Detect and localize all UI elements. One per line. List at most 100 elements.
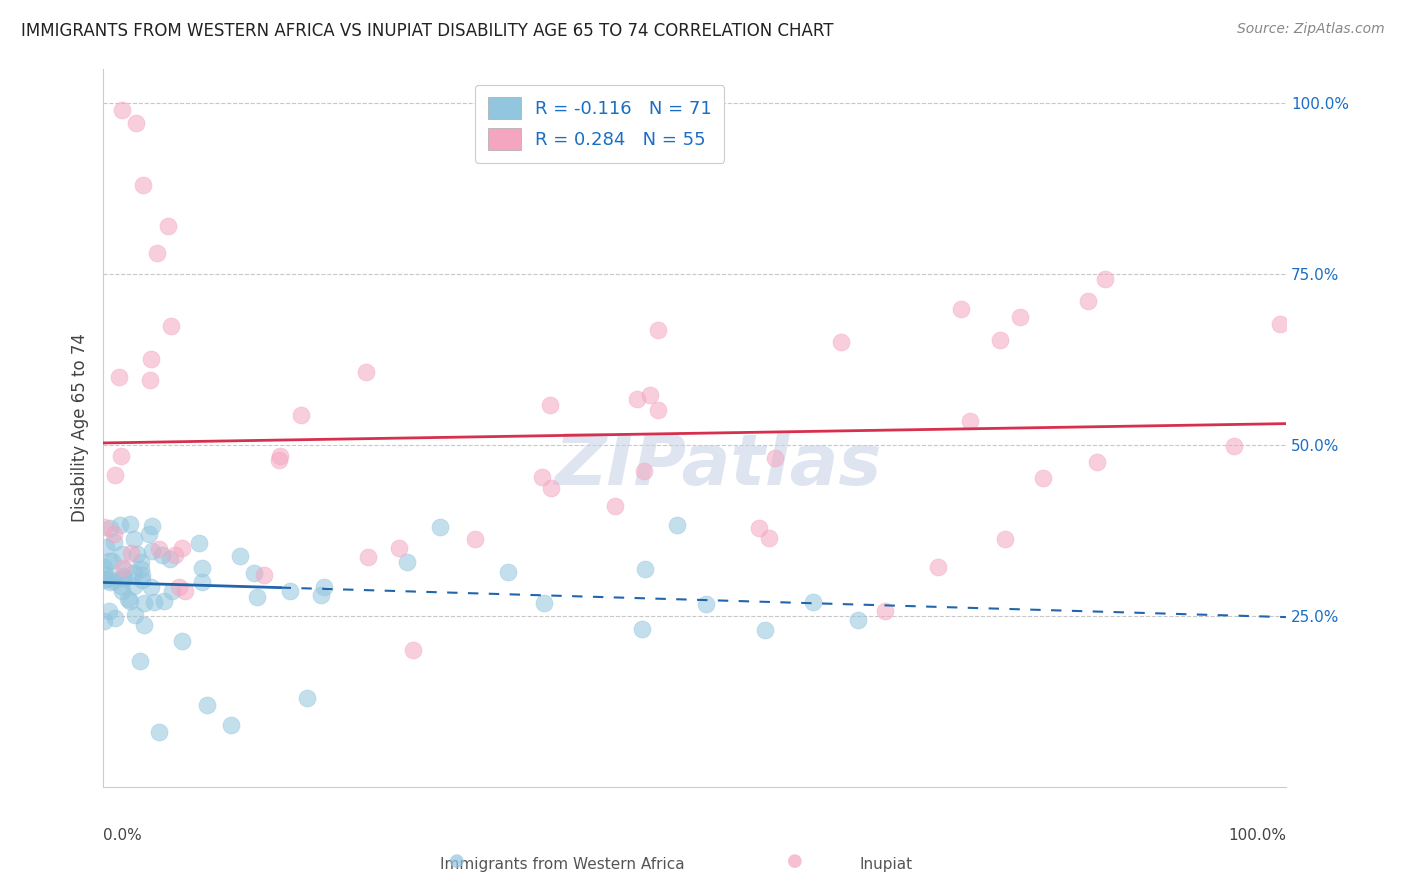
Point [280,584,302,599]
Point [634,562,657,576]
Point [162,583,184,598]
Point [638,388,661,402]
Point [927,560,949,574]
Text: 100.0%: 100.0% [1227,828,1286,843]
Text: IMMIGRANTS FROM WESTERN AFRICA VS INUPIAT DISABILITY AGE 65 TO 74 CORRELATION CH: IMMIGRANTS FROM WESTERN AFRICA VS INUPIA… [21,22,834,40]
Text: Immigrants from Western Africa: Immigrants from Western Africa [440,857,685,872]
Point [125,116,148,130]
Point [107,369,129,384]
Point [132,618,155,632]
Point [139,351,162,366]
Point [111,584,134,599]
Point [100,574,122,589]
Point [540,481,562,495]
Text: Inupiat: Inupiat [859,857,912,872]
Point [94,540,117,554]
Point [131,573,153,587]
Point [195,698,218,712]
Point [122,579,145,593]
Point [160,318,183,333]
Point [875,604,897,618]
Point [429,520,451,534]
Point [253,568,276,582]
Point [172,541,194,555]
Point [191,561,214,575]
Point [388,541,411,555]
Point [290,408,312,422]
Point [103,574,125,588]
Point [1008,310,1031,325]
Point [96,572,118,586]
Point [98,571,121,585]
Point [174,583,197,598]
Point [112,569,135,583]
Point [169,580,191,594]
Point [141,543,163,558]
Point [124,566,146,581]
Text: ●: ● [786,852,803,870]
Point [120,546,142,560]
Point [125,547,148,561]
Point [138,527,160,541]
Point [103,535,125,549]
Point [98,521,121,535]
Point [104,467,127,482]
Point [754,623,776,637]
Point [538,398,561,412]
Point [647,402,669,417]
Point [243,566,266,580]
Point [309,588,332,602]
Point [117,592,139,607]
Point [129,561,152,575]
Point [114,563,136,577]
Point [129,555,152,569]
Point [112,571,135,585]
Point [118,593,141,607]
Point [631,622,654,636]
Point [93,520,115,534]
Point [801,595,824,609]
Point [131,568,153,582]
Point [146,246,169,260]
Point [139,580,162,594]
Point [110,579,132,593]
Point [666,518,689,533]
Point [111,548,134,562]
Point [464,533,486,547]
Point [354,365,377,379]
Point [153,593,176,607]
Point [603,499,626,513]
Point [148,541,170,556]
Text: 0.0%: 0.0% [103,828,142,843]
Point [132,596,155,610]
Point [395,555,418,569]
Point [959,414,981,428]
Point [990,333,1012,347]
Point [1031,471,1053,485]
Point [152,548,174,562]
Point [626,392,648,406]
Point [695,597,717,611]
Point [846,613,869,627]
Point [1270,317,1292,331]
Point [188,536,211,550]
Point [269,449,291,463]
Point [111,561,134,575]
Point [118,517,141,532]
Point [763,450,786,465]
Point [297,691,319,706]
Point [269,452,291,467]
Point [124,533,146,547]
Point [128,654,150,668]
Point [830,334,852,349]
Point [97,554,120,568]
Point [1077,294,1099,309]
Point [141,518,163,533]
Point [163,548,186,562]
Point [170,634,193,648]
Point [101,554,124,568]
Text: Source: ZipAtlas.com: Source: ZipAtlas.com [1237,22,1385,37]
Point [142,594,165,608]
Point [93,560,115,574]
Point [110,450,132,464]
